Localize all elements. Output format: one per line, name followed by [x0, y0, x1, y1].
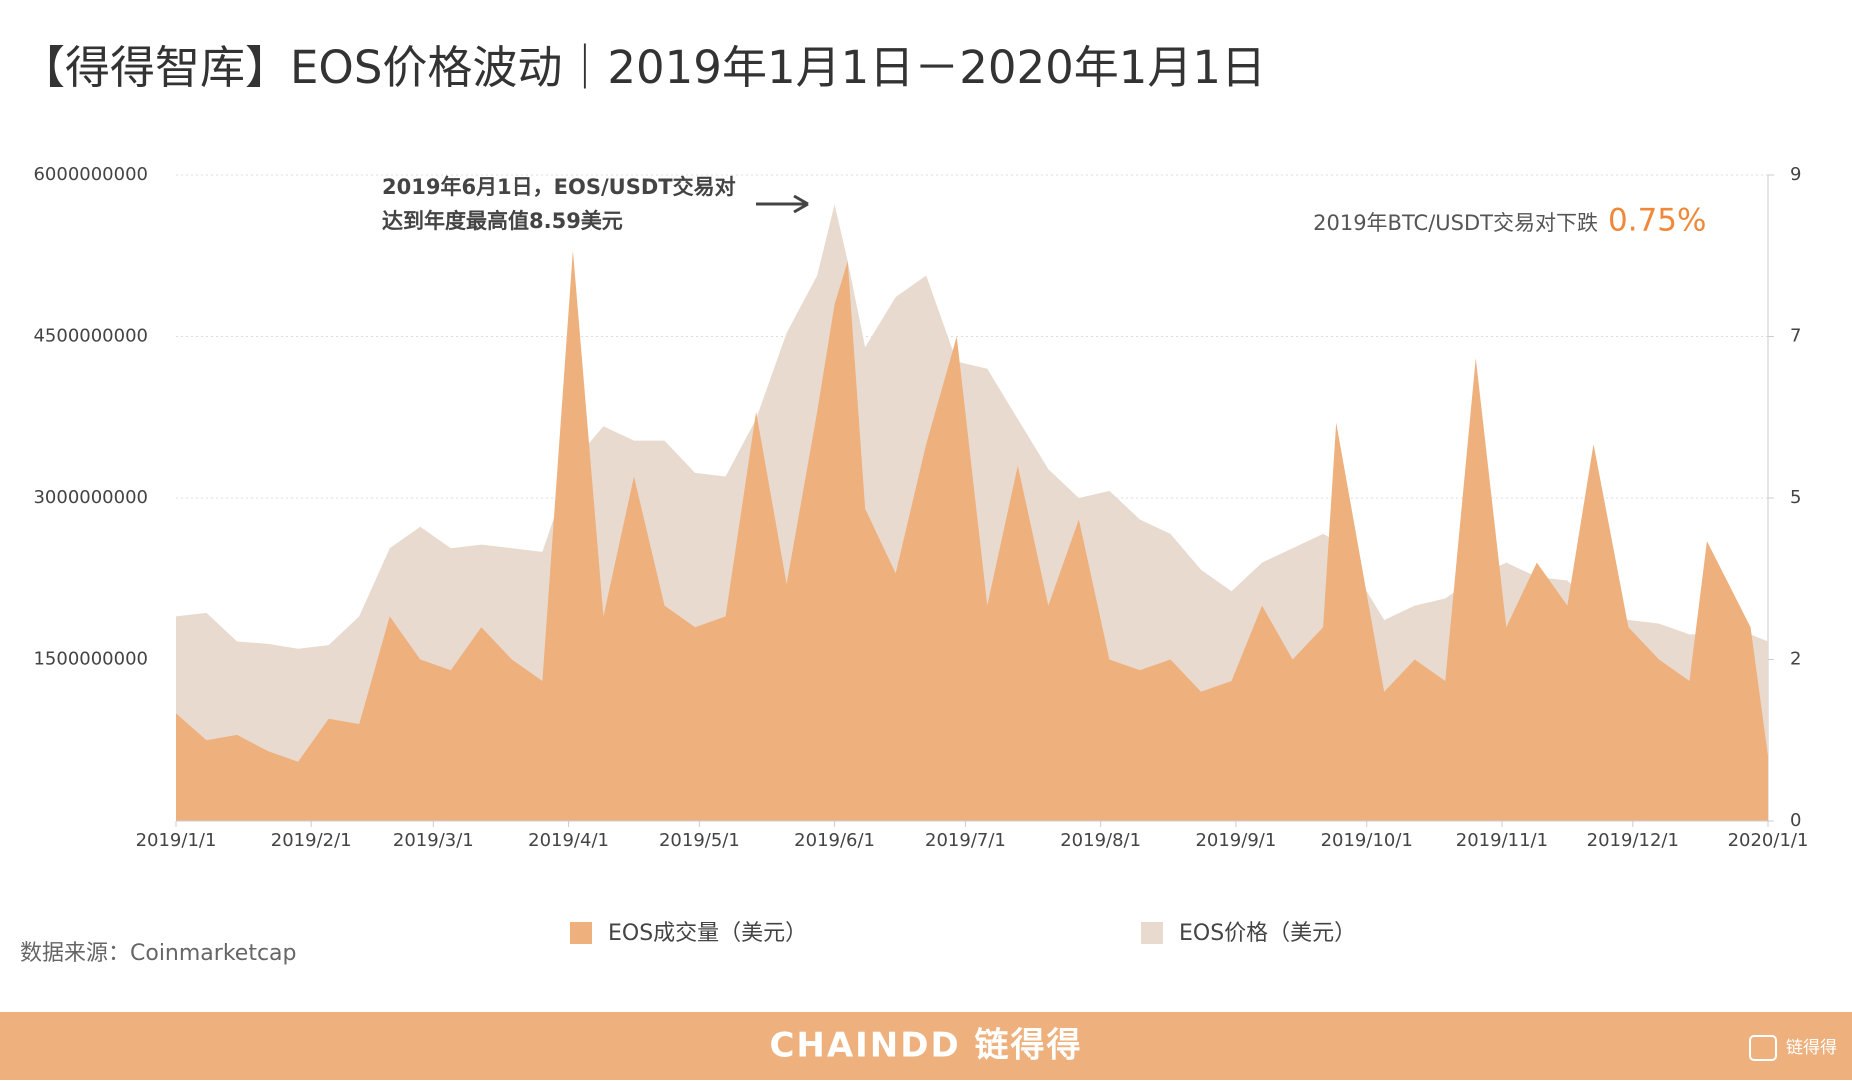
- footer-band: [0, 1012, 1852, 1080]
- x-tick-label: 2019/1/1: [136, 830, 217, 851]
- legend-swatch: [1141, 922, 1163, 944]
- y-tick-label: 1500000000: [33, 649, 148, 670]
- x-tick-label: 2019/2/1: [271, 830, 352, 851]
- y-tick-label: 3000000000: [33, 487, 148, 508]
- y2-tick-label: 7: [1790, 326, 1801, 347]
- area: [176, 250, 1768, 821]
- chart-title: 【得得智库】EOS价格波动｜2019年1月1日－2020年1月1日: [20, 41, 1266, 94]
- x-tick-label: 2019/4/1: [528, 830, 609, 851]
- x-tick-label: 2020/1/1: [1728, 830, 1809, 851]
- x-tick-label: 2019/5/1: [659, 830, 740, 851]
- x-tick-label: 2019/11/1: [1456, 830, 1548, 851]
- x-tick-label: 2019/8/1: [1060, 830, 1141, 851]
- footer-logo: 链得得: [1786, 1038, 1837, 1058]
- legend-label: EOS价格（美元）: [1179, 921, 1356, 946]
- annotation-text: 2019年6月1日，EOS/USDT交易对: [382, 175, 736, 199]
- annotation-highlight: 0.75%: [1608, 203, 1706, 239]
- annotation-text: 2019年BTC/USDT交易对下跌: [1313, 211, 1598, 235]
- y2-tick-label: 0: [1790, 810, 1801, 831]
- annotation-arrow: [756, 194, 809, 214]
- y-tick-label: 4500000000: [33, 326, 148, 347]
- y2-tick-label: 5: [1790, 487, 1801, 508]
- legend-label: EOS成交量（美元）: [608, 921, 807, 946]
- legend-swatch: [570, 922, 592, 944]
- x-tick-label: 2019/3/1: [393, 830, 474, 851]
- x-tick-label: 2019/6/1: [794, 830, 875, 851]
- source: 数据来源：Coinmarketcap: [20, 941, 297, 966]
- x-tick-label: 2019/12/1: [1587, 830, 1679, 851]
- annotation-text: 达到年度最高值8.59美元: [382, 209, 623, 233]
- x-tick-label: 2019/7/1: [925, 830, 1006, 851]
- footer-logo-icon: [1749, 1035, 1777, 1061]
- x-tick-label: 2019/9/1: [1195, 830, 1276, 851]
- y2-tick-label: 9: [1790, 164, 1801, 185]
- footer-brand: CHAINDD 链得得: [769, 1026, 1082, 1066]
- x-tick-label: 2019/10/1: [1321, 830, 1413, 851]
- y2-tick-label: 2: [1790, 649, 1801, 670]
- y-tick-label: 6000000000: [33, 164, 148, 185]
